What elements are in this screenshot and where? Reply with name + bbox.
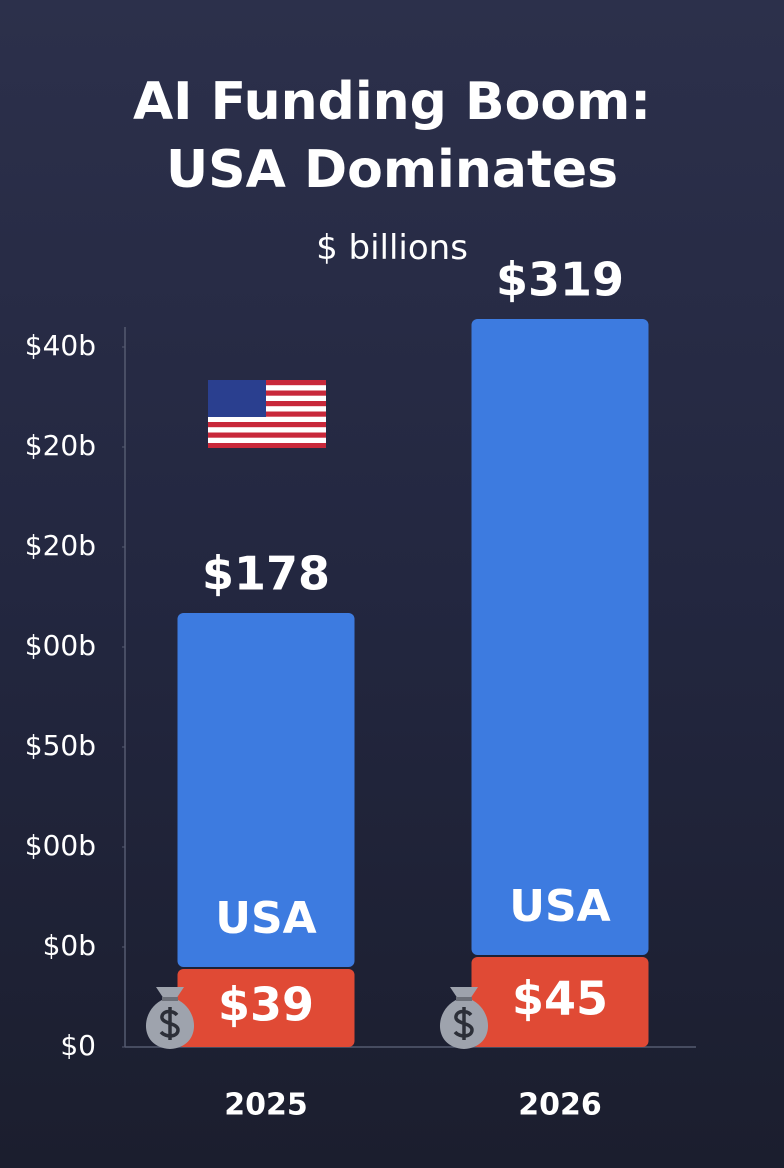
money-bag-icon xyxy=(439,987,489,1049)
series-label: USA xyxy=(509,881,610,932)
x-tick-label: 2026 xyxy=(518,1088,602,1123)
data-label: $178 xyxy=(202,547,330,601)
y-tick-label: $00b xyxy=(25,629,96,662)
bar-segment xyxy=(471,957,649,1047)
series-label: USA xyxy=(215,893,316,944)
chart-subtitle: $ billions xyxy=(316,228,468,268)
bar-segment xyxy=(471,319,649,955)
y-tick-label: $00b xyxy=(25,829,96,862)
chart-title: AI Funding Boom: USA Dominates xyxy=(132,72,652,200)
y-tick-label: $0b xyxy=(43,929,96,962)
y-tick-label: $50b xyxy=(25,729,96,762)
dollar xyxy=(159,1007,180,1040)
y-tick-label: $20b xyxy=(25,529,96,562)
data-label: $45 xyxy=(512,972,608,1026)
bar-segment xyxy=(177,969,355,1047)
dollar xyxy=(453,1007,474,1040)
bar-segment xyxy=(177,613,355,967)
x-tick-label: 2025 xyxy=(224,1088,308,1123)
data-label: $319 xyxy=(496,253,624,307)
money-bag-icon xyxy=(145,987,195,1049)
us-flag xyxy=(208,380,326,448)
y-tick-label: $20b xyxy=(25,429,96,462)
y-tick-label: $0 xyxy=(60,1029,96,1062)
data-label: $39 xyxy=(218,978,314,1032)
y-tick-label: $40b xyxy=(25,329,96,362)
